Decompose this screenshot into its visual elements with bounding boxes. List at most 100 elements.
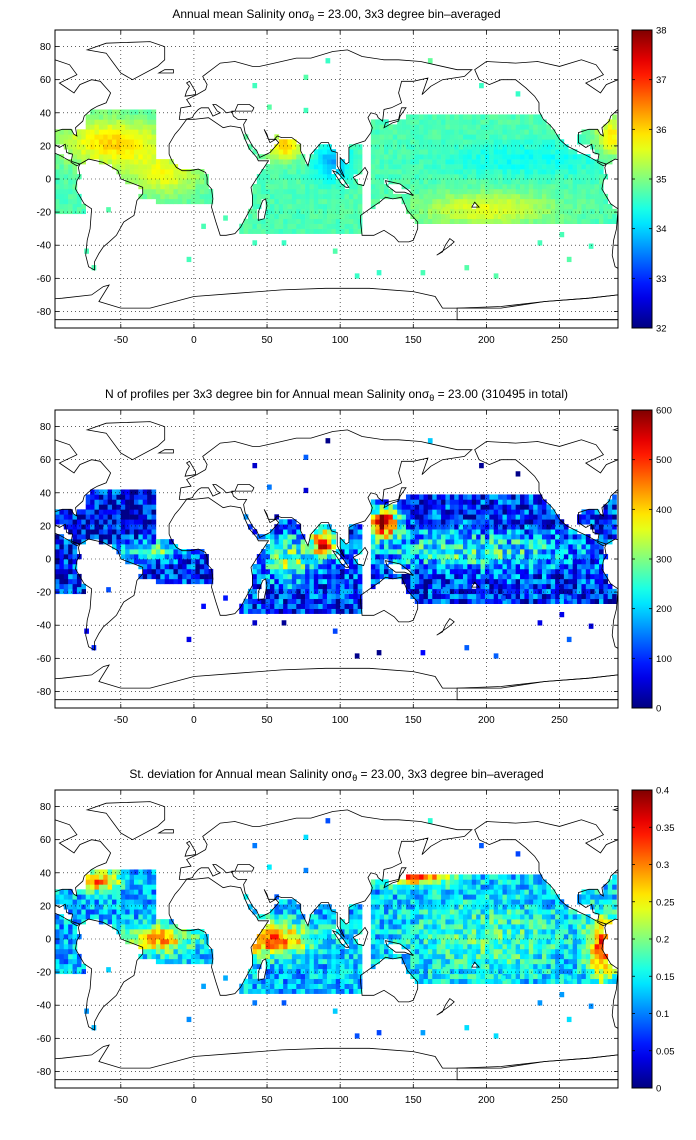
heatmap-cell	[116, 539, 122, 545]
heatmap-cell	[318, 603, 323, 609]
heatmap-cell	[537, 494, 543, 500]
heatmap-cell	[370, 499, 376, 505]
heatmap-cell	[287, 934, 293, 940]
heatmap-cell	[90, 504, 95, 510]
heatmap-cell	[318, 218, 323, 224]
heatmap-cell	[353, 583, 359, 590]
heatmap-cell	[98, 514, 104, 520]
heatmap-cell	[432, 563, 437, 570]
heatmap-cell	[524, 134, 530, 140]
heatmap-cell	[427, 578, 433, 585]
heatmap-cell	[388, 524, 394, 530]
heatmap-cell	[173, 934, 179, 940]
heatmap-cell	[313, 179, 319, 185]
heatmap-cell	[493, 203, 499, 210]
heatmap-cell	[129, 129, 135, 135]
heatmap-cell	[515, 534, 521, 540]
heatmap-cell	[344, 193, 350, 200]
heatmap-cell	[68, 899, 73, 905]
heatmap-cell	[331, 539, 337, 545]
heatmap-cell	[81, 149, 87, 155]
heatmap-cell	[252, 240, 258, 246]
heatmap-cell	[322, 948, 328, 955]
heatmap-cell	[256, 963, 262, 970]
heatmap-cell	[269, 934, 275, 940]
heatmap-cell	[572, 213, 578, 220]
heatmap-cell	[458, 524, 464, 530]
heatmap-cell	[63, 573, 69, 580]
heatmap-cell	[546, 164, 552, 170]
heatmap-cell	[458, 174, 464, 180]
heatmap-cell	[502, 154, 508, 160]
heatmap-cell	[449, 198, 455, 205]
y-tick-label: -60	[37, 274, 52, 285]
heatmap-cell	[142, 159, 148, 165]
heatmap-cell	[484, 213, 490, 220]
heatmap-cell	[370, 934, 376, 940]
heatmap-cell	[467, 174, 473, 180]
heatmap-cell	[489, 164, 494, 170]
heatmap-cell	[278, 149, 284, 155]
heatmap-cell	[471, 524, 477, 530]
heatmap-cell	[283, 223, 288, 229]
heatmap-cell	[405, 114, 411, 120]
heatmap-cell	[300, 154, 306, 160]
heatmap-cell	[612, 514, 617, 520]
heatmap-cell	[138, 934, 144, 940]
heatmap-cell	[498, 519, 503, 525]
heatmap-cell	[291, 544, 297, 550]
heatmap-cell	[300, 218, 306, 224]
heatmap-cell	[182, 943, 187, 950]
heatmap-cell	[511, 509, 516, 515]
heatmap-cell	[151, 124, 157, 130]
heatmap-cell	[265, 169, 271, 175]
heatmap-cell	[116, 514, 122, 520]
heatmap-cell	[493, 134, 499, 140]
heatmap-cell	[476, 549, 481, 555]
heatmap-cell	[155, 193, 161, 200]
heatmap-cell	[322, 929, 328, 935]
heatmap-cell	[533, 499, 538, 505]
heatmap-cell	[265, 593, 271, 600]
heatmap-cell	[309, 554, 315, 560]
heatmap-cell	[318, 978, 323, 984]
heatmap-cell	[607, 529, 613, 535]
coastline	[331, 549, 350, 568]
heatmap-cell	[436, 149, 442, 155]
heatmap-cell	[502, 519, 508, 525]
heatmap-cell	[520, 519, 525, 525]
heatmap-cell	[133, 159, 139, 165]
heatmap-cell	[112, 144, 117, 150]
heatmap-cell	[484, 164, 490, 170]
heatmap-cell	[81, 144, 87, 150]
heatmap-cell	[563, 529, 569, 535]
heatmap-cell	[559, 534, 565, 540]
heatmap-cell	[269, 588, 275, 595]
heatmap-cell	[322, 534, 328, 540]
heatmap-cell	[133, 904, 139, 910]
heatmap-cell	[256, 583, 262, 590]
heatmap-cell	[566, 215, 572, 221]
y-tick-label: -80	[37, 307, 52, 318]
heatmap-cell	[379, 563, 385, 570]
heatmap-cell	[501, 595, 506, 601]
heatmap-cell	[120, 124, 126, 130]
heatmap-cell	[142, 514, 148, 520]
heatmap-cell	[169, 948, 174, 955]
heatmap-cell	[414, 554, 420, 560]
heatmap-cell	[533, 179, 538, 185]
heatmap-cell	[502, 114, 508, 120]
heatmap-cell	[423, 169, 429, 175]
heatmap-cell	[528, 139, 534, 145]
heatmap-cell	[502, 588, 508, 595]
heatmap-cell	[476, 218, 481, 224]
heatmap-cell	[392, 159, 398, 165]
heatmap-cell	[484, 169, 490, 175]
heatmap-cell	[261, 549, 266, 555]
heatmap-cell	[133, 134, 139, 140]
heatmap-cell	[441, 144, 446, 150]
heatmap-cell	[520, 494, 525, 500]
heatmap-cell	[379, 174, 385, 180]
heatmap-cell	[120, 529, 126, 535]
heatmap-cell	[331, 583, 337, 590]
